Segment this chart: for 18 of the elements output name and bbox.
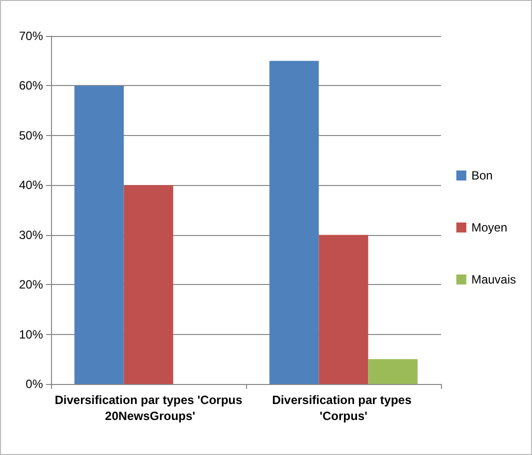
y-tick-label: 20%: [18, 278, 44, 292]
bar: [318, 234, 368, 384]
y-tick-label: 40%: [18, 178, 44, 192]
legend-label: Moyen: [471, 220, 508, 234]
y-tick-label: 0%: [26, 377, 44, 391]
x-tick-label: Diversification par types 'Corpus': [272, 393, 415, 423]
legend-label: Bon: [471, 168, 493, 182]
x-tick-label: Diversification par types 'Corpus 20NewsGroups': [54, 393, 243, 423]
bar: [74, 86, 124, 384]
legend-label: Mauvais: [471, 272, 516, 286]
y-tick-label: 50%: [18, 128, 44, 142]
y-tick-label: 70%: [18, 29, 44, 43]
bar: [124, 185, 174, 384]
y-tick-label: 10%: [18, 327, 44, 342]
bar: [368, 359, 418, 384]
y-tick-label: 60%: [18, 78, 44, 93]
bar: [269, 60, 319, 384]
y-tick-label: 30%: [18, 228, 44, 242]
